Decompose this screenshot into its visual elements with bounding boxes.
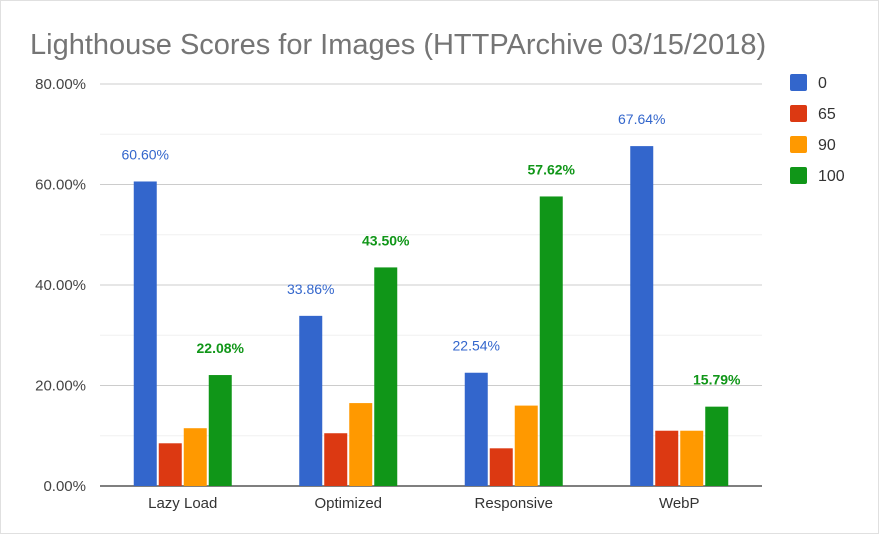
x-tick-label: Lazy Load: [148, 495, 217, 512]
legend-label: 0: [818, 75, 827, 92]
y-tick-label: 60.00%: [35, 177, 86, 194]
bar-optimized-series-65: [324, 433, 348, 486]
bar-lazy-load-series-100: [208, 375, 232, 486]
bar-optimized-series-90: [349, 403, 373, 486]
legend-swatch: [790, 74, 807, 91]
bar-responsive-series-0: [464, 372, 488, 486]
chart-title: Lighthouse Scores for Images (HTTPArchiv…: [30, 29, 766, 61]
x-axis-categories: Lazy Load Optimized Responsive WebP: [148, 495, 699, 512]
data-label: 22.08%: [197, 340, 245, 356]
bar-responsive-series-65: [489, 448, 513, 486]
legend: 0 65 90 100: [790, 74, 845, 185]
data-labels: 60.60% 22.08% 33.86% 43.50% 22.54% 57.62% 67.6…: [122, 111, 742, 388]
legend-swatch: [790, 167, 807, 184]
data-label: 60.60%: [122, 146, 169, 162]
bars: [133, 146, 729, 487]
legend-label: 100: [818, 168, 845, 185]
bar-lazy-load-series-0: [133, 181, 157, 487]
y-tick-label: 0.00%: [43, 478, 86, 495]
bar-lazy-load-series-90: [183, 428, 207, 486]
data-label: 57.62%: [528, 161, 576, 177]
y-axis-ticks: 0.00% 20.00% 40.00% 60.00% 80.00%: [35, 76, 86, 495]
bar-webp-series-65: [655, 430, 679, 486]
bar-responsive-series-90: [514, 405, 538, 486]
legend-swatch: [790, 136, 807, 153]
data-label: 67.64%: [618, 111, 665, 127]
x-tick-label: Optimized: [314, 495, 382, 512]
y-tick-label: 80.00%: [35, 76, 86, 93]
data-label: 33.86%: [287, 281, 334, 297]
legend-label: 65: [818, 106, 836, 123]
y-tick-label: 40.00%: [35, 277, 86, 294]
legend-label: 90: [818, 137, 836, 154]
bar-optimized-series-100: [374, 267, 398, 486]
bar-webp-series-100: [705, 406, 729, 486]
data-label: 22.54%: [453, 338, 500, 354]
data-label: 15.79%: [693, 372, 741, 388]
x-tick-label: WebP: [659, 495, 700, 512]
bar-webp-series-0: [630, 146, 654, 486]
bar-optimized-series-0: [299, 315, 323, 486]
data-label: 43.50%: [362, 232, 410, 248]
bar-webp-series-90: [680, 430, 704, 486]
x-tick-label: Responsive: [475, 495, 553, 512]
bar-responsive-series-100: [539, 196, 563, 486]
legend-swatch: [790, 105, 807, 122]
bar-lazy-load-series-65: [158, 443, 182, 486]
y-tick-label: 20.00%: [35, 378, 86, 395]
